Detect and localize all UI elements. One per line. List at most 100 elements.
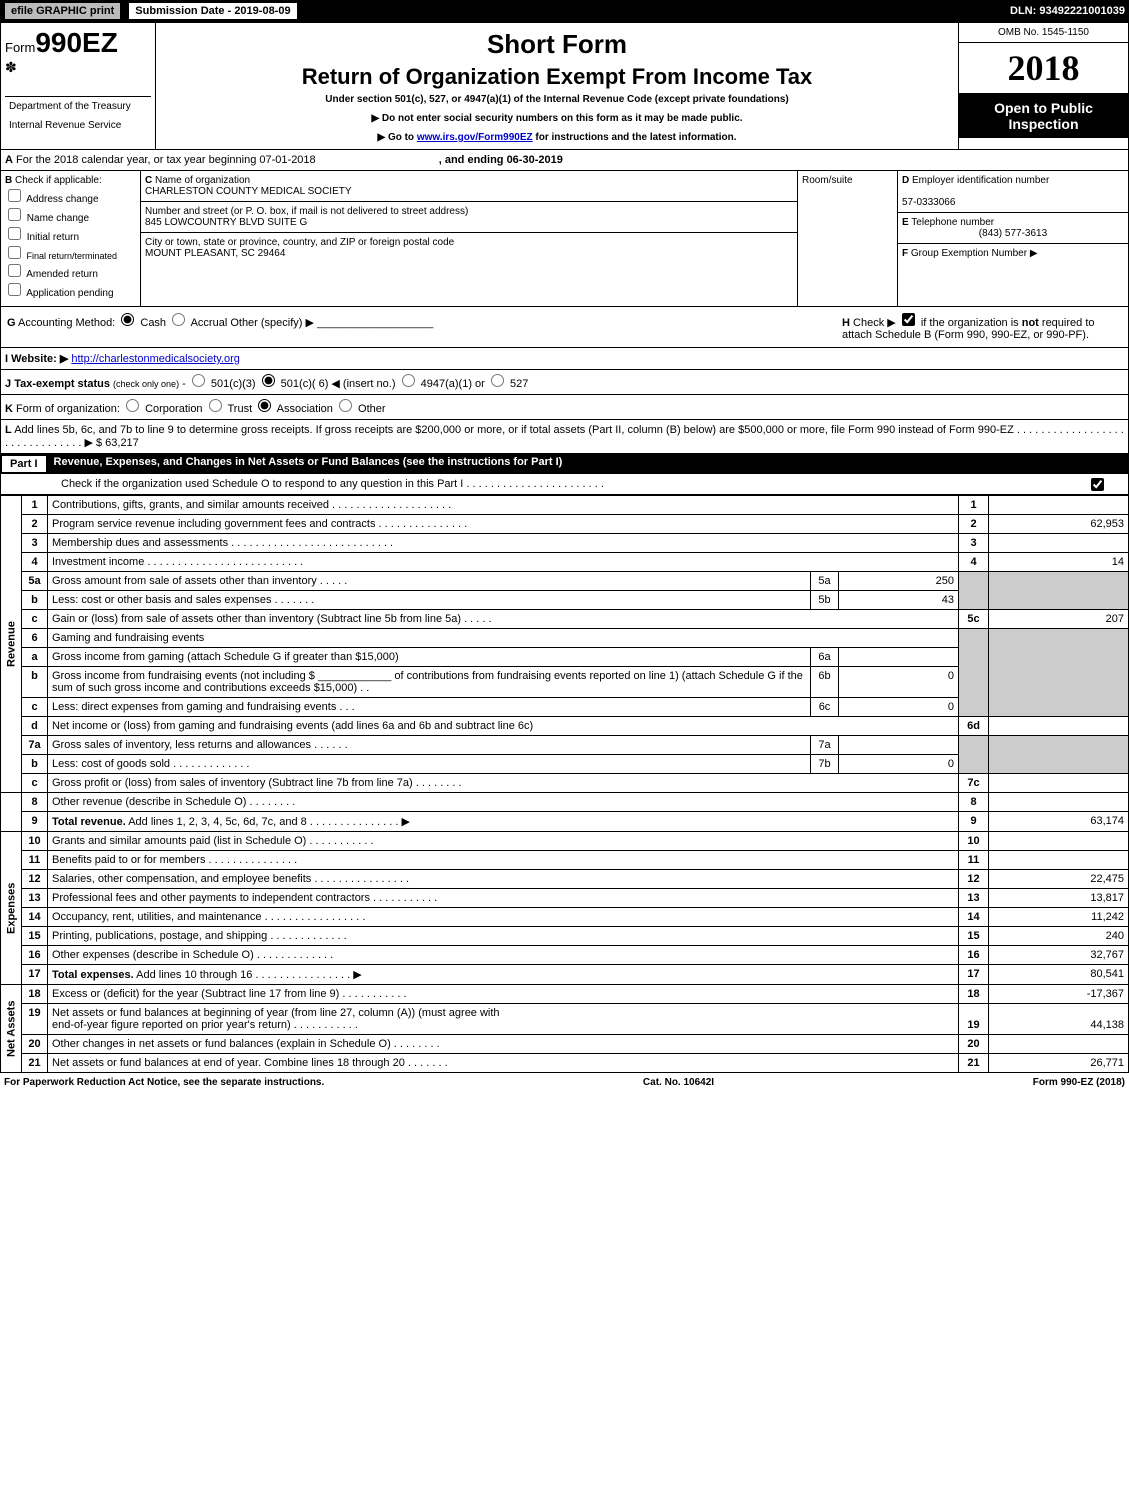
radio-corp[interactable] [126, 399, 139, 412]
line-18-no: 18 [22, 985, 48, 1004]
checkbox-application-pending[interactable] [8, 283, 21, 296]
line-19-desc-1: Net assets or fund balances at beginning… [52, 1007, 500, 1019]
chk-name-change: Name change [5, 208, 136, 224]
line-4-no: 4 [22, 553, 48, 572]
checkbox-name-change[interactable] [8, 208, 21, 221]
radio-accrual[interactable] [172, 313, 185, 326]
line-6a-no: a [22, 648, 48, 667]
line-7a-mno: 7a [811, 736, 839, 755]
line-20-rno: 20 [959, 1035, 989, 1054]
line-20-no: 20 [22, 1035, 48, 1054]
revenue-vert-label: Revenue [1, 496, 22, 793]
line-6b-desc: Gross income from fundraising events (no… [48, 667, 811, 698]
line-1-rno: 1 [959, 496, 989, 515]
chk-address-change: Address change [5, 189, 136, 205]
goto-note: ▶ Go to www.irs.gov/Form990EZ for instru… [377, 132, 736, 143]
line-6-no: 6 [22, 629, 48, 648]
section-a-text: For the 2018 calendar year, or tax year … [16, 154, 316, 166]
chk-application-pending: Application pending [5, 283, 136, 299]
line-10-desc: Grants and similar amounts paid (list in… [48, 832, 959, 851]
line-4-rno: 4 [959, 553, 989, 572]
opt-527: 527 [510, 378, 528, 390]
lbl-application-pending: Application pending [26, 288, 113, 299]
part-1-check: Check if the organization used Schedule … [0, 474, 1129, 495]
c-label: C [145, 175, 152, 186]
l-text: Add lines 5b, 6c, and 7b to line 9 to de… [5, 424, 1124, 449]
line-5a-mno: 5a [811, 572, 839, 591]
line-4-val: 14 [989, 553, 1129, 572]
radio-trust[interactable] [209, 399, 222, 412]
org-website-link[interactable]: http://charlestonmedicalsociety.org [71, 353, 240, 365]
footer-right-prefix: Form [1033, 1077, 1061, 1088]
line-16-no: 16 [22, 946, 48, 965]
opt-other-org: Other [358, 403, 386, 415]
irs-link[interactable]: www.irs.gov/Form990EZ [417, 132, 533, 143]
street-label: Number and street (or P. O. box, if mail… [145, 206, 468, 217]
line-5b-no: b [22, 591, 48, 610]
line-1-desc: Contributions, gifts, grants, and simila… [48, 496, 959, 515]
checkbox-address-change[interactable] [8, 189, 21, 202]
section-a: A For the 2018 calendar year, or tax yea… [0, 150, 1129, 171]
header-center: Short Form Return of Organization Exempt… [156, 23, 958, 149]
h-text2: if the organization is [921, 317, 1022, 329]
line-7b-mval: 0 [839, 755, 959, 774]
section-c: C Name of organization CHARLESTON COUNTY… [141, 171, 798, 306]
chk-amended-return: Amended return [5, 264, 136, 280]
line-6c-desc: Less: direct expenses from gaming and fu… [48, 698, 811, 717]
h-check-text: Check ▶ [853, 317, 896, 329]
footer-right-suffix: (2018) [1093, 1077, 1125, 1088]
line-16-rno: 16 [959, 946, 989, 965]
line-6d-rno: 6d [959, 717, 989, 736]
line-5b-desc: Less: cost or other basis and sales expe… [48, 591, 811, 610]
d-label: D [902, 175, 909, 186]
j-sub: (check only one) [113, 379, 179, 389]
opt-501c3: 501(c)(3) [211, 378, 256, 390]
footer-right-bold: 990-EZ [1061, 1077, 1094, 1088]
line-7c-rno: 7c [959, 774, 989, 793]
radio-501c3[interactable] [192, 374, 205, 387]
line-17-rno: 17 [959, 965, 989, 985]
line-3-no: 3 [22, 534, 48, 553]
name-label: Name of organization [155, 175, 250, 186]
irs-label: Internal Revenue Service [5, 116, 151, 135]
return-title: Return of Organization Exempt From Incom… [302, 64, 813, 90]
f-label: F [902, 248, 908, 259]
radio-cash[interactable] [121, 313, 134, 326]
checkbox-initial-return[interactable] [8, 227, 21, 240]
radio-assoc[interactable] [258, 399, 271, 412]
line-1-no: 1 [22, 496, 48, 515]
form-prefix: Form [5, 40, 35, 55]
check-if-text: Check if applicable: [15, 175, 102, 186]
line-6b-mval: 0 [839, 667, 959, 698]
efile-print-button[interactable]: efile GRAPHIC print [4, 2, 121, 20]
line-7b-desc: Less: cost of goods sold . . . . . . . .… [48, 755, 811, 774]
line-15-rno: 15 [959, 927, 989, 946]
netassets-vert-label: Net Assets [1, 985, 22, 1073]
line-9-val: 63,174 [989, 812, 1129, 832]
omb-number: OMB No. 1545-1150 [959, 23, 1128, 43]
line-12-no: 12 [22, 870, 48, 889]
line-6d-no: d [22, 717, 48, 736]
radio-527[interactable] [491, 374, 504, 387]
lbl-final-return: Final return/terminated [27, 251, 118, 261]
checkbox-schedule-b[interactable] [902, 313, 915, 326]
radio-4947[interactable] [402, 374, 415, 387]
expenses-vert-label: Expenses [1, 832, 22, 985]
line-9-no: 9 [22, 812, 48, 832]
line-10-val [989, 832, 1129, 851]
checkbox-final-return[interactable] [8, 246, 21, 259]
line-8-no: 8 [22, 793, 48, 812]
checkbox-amended-return[interactable] [8, 264, 21, 277]
g-label: G [7, 317, 16, 329]
line-5a-desc: Gross amount from sale of assets other t… [48, 572, 811, 591]
section-b-label: B [5, 175, 12, 186]
line-18-desc: Excess or (deficit) for the year (Subtra… [48, 985, 959, 1004]
section-g: G Accounting Method: Cash Accrual Other … [7, 313, 433, 341]
radio-501c[interactable] [262, 374, 275, 387]
checkbox-schedule-o[interactable] [1091, 478, 1104, 491]
opt-501c: 501(c)( 6) ◀ (insert no.) [281, 378, 396, 390]
line-16-val: 32,767 [989, 946, 1129, 965]
line-6-desc: Gaming and fundraising events [48, 629, 959, 648]
radio-other-org[interactable] [339, 399, 352, 412]
line-17-desc: Total expenses. Add lines 10 through 16 … [48, 965, 959, 985]
